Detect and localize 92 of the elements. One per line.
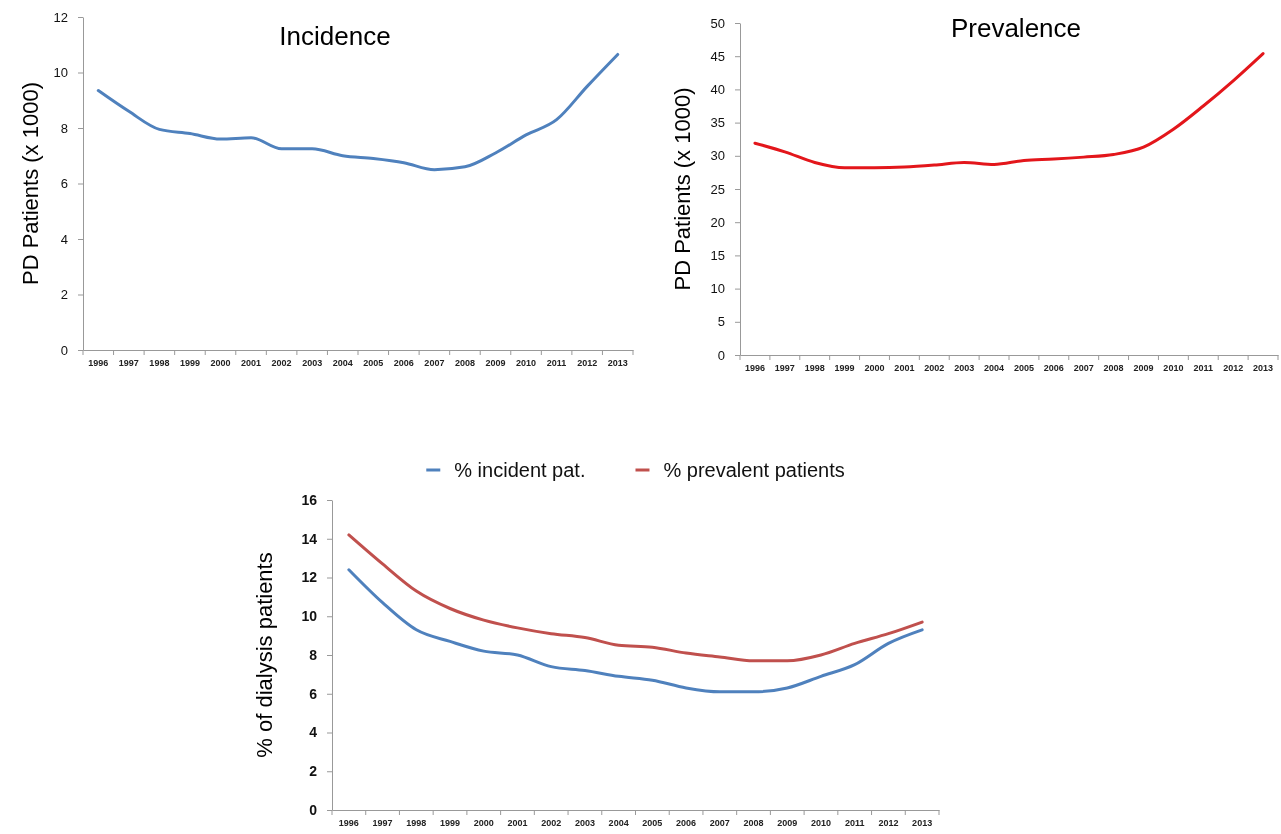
x-tick-label: 2009 [777, 818, 798, 829]
x-tick-label: 2009 [485, 358, 506, 369]
x-tick-label: 2006 [1043, 363, 1064, 374]
y-tick-label: 12 [53, 9, 68, 25]
y-tick-label: 45 [710, 48, 725, 64]
x-tick-label: 2008 [1103, 363, 1124, 374]
x-tick-label: 2007 [424, 358, 445, 369]
x-tick-label: 1997 [372, 818, 393, 829]
y-tick-label: 6 [60, 176, 68, 192]
x-tick-label: 1998 [406, 818, 427, 829]
x-tick-label: 2013 [607, 358, 628, 369]
y-tick-label: 8 [60, 120, 68, 136]
y-tick-label: 35 [710, 115, 725, 131]
legend-label: % incident pat. [454, 459, 586, 481]
x-tick-label: 1999 [440, 818, 461, 829]
y-tick-label: 16 [301, 491, 318, 508]
y-tick-label: 8 [309, 646, 318, 663]
y-tick-label: 40 [710, 82, 725, 98]
x-tick-label: 2001 [894, 363, 915, 374]
y-tick-label: 50 [710, 15, 725, 31]
y-tick-label: 4 [309, 724, 318, 741]
x-tick-label: 2003 [302, 358, 323, 369]
x-tick-label: 2005 [1013, 363, 1034, 374]
y-tick-label: 10 [710, 281, 725, 297]
x-tick-label: 2000 [473, 818, 494, 829]
x-tick-label: 2011 [844, 818, 865, 829]
y-tick-label: 25 [710, 181, 725, 197]
x-tick-label: 2004 [332, 358, 353, 369]
line-series [347, 568, 924, 694]
x-tick-label: 2003 [954, 363, 975, 374]
legend-label: % prevalent patients [663, 459, 845, 481]
y-tick-label: 30 [710, 148, 725, 164]
line-series [347, 533, 924, 663]
x-tick-label: 2006 [676, 818, 697, 829]
x-tick-label: 2001 [507, 818, 528, 829]
x-tick-label: 2004 [984, 363, 1005, 374]
y-tick-label: 12 [301, 569, 318, 586]
x-tick-label: 1997 [118, 358, 139, 369]
x-tick-label: 2003 [574, 818, 595, 829]
line-series [96, 52, 620, 172]
chart-title: Prevalence [950, 13, 1082, 43]
x-tick-label: 1996 [744, 363, 765, 374]
y-tick-label: 0 [60, 342, 68, 358]
x-tick-label: 1998 [149, 358, 170, 369]
x-tick-label: 2002 [541, 818, 562, 829]
y-tick-label: 0 [717, 347, 725, 363]
x-tick-label: 1999 [179, 358, 200, 369]
x-tick-label: 2011 [1193, 363, 1214, 374]
y-tick-label: 15 [710, 248, 725, 264]
x-tick-label: 1997 [774, 363, 795, 374]
x-tick-label: 2012 [577, 358, 598, 369]
x-tick-label: 1996 [88, 358, 109, 369]
x-tick-label: 1998 [804, 363, 825, 374]
y-axis-title: PD Patients (x 1000) [18, 82, 43, 285]
x-tick-label: 2011 [546, 358, 567, 369]
x-tick-label: 2006 [393, 358, 414, 369]
x-tick-label: 2007 [1073, 363, 1094, 374]
y-tick-label: 2 [309, 763, 318, 780]
x-tick-label: 2000 [210, 358, 231, 369]
x-tick-label: 2010 [1163, 363, 1184, 374]
y-axis-title: % of dialysis patients [252, 552, 277, 758]
x-tick-label: 2002 [924, 363, 945, 374]
x-tick-label: 2007 [709, 818, 730, 829]
x-tick-label: 2000 [864, 363, 885, 374]
x-tick-label: 2008 [454, 358, 475, 369]
x-tick-label: 2013 [1253, 363, 1274, 374]
y-axis-title: PD Patients (x 1000) [670, 87, 695, 291]
y-tick-label: 10 [53, 65, 68, 81]
y-tick-label: 20 [710, 214, 725, 230]
y-tick-label: 14 [301, 530, 318, 547]
y-tick-label: 6 [309, 685, 318, 702]
x-tick-label: 2012 [878, 818, 899, 829]
x-tick-label: 2004 [608, 818, 629, 829]
x-tick-label: 1999 [834, 363, 855, 374]
x-tick-label: 2008 [743, 818, 764, 829]
x-tick-label: 2013 [912, 818, 933, 829]
y-tick-label: 2 [60, 287, 68, 303]
y-tick-label: 0 [309, 801, 318, 818]
y-tick-label: 4 [60, 231, 68, 247]
x-tick-label: 2009 [1133, 363, 1154, 374]
y-tick-label: 10 [301, 608, 318, 625]
x-tick-label: 2010 [810, 818, 831, 829]
x-tick-label: 1996 [338, 818, 359, 829]
x-tick-label: 2005 [363, 358, 384, 369]
chart-title: Incidence [279, 21, 391, 51]
x-tick-label: 2010 [516, 358, 537, 369]
x-tick-label: 2012 [1223, 363, 1244, 374]
x-tick-label: 2002 [271, 358, 292, 369]
y-tick-label: 5 [717, 314, 725, 330]
line-series [753, 52, 1265, 170]
x-tick-label: 2005 [642, 818, 663, 829]
x-tick-label: 2001 [241, 358, 262, 369]
